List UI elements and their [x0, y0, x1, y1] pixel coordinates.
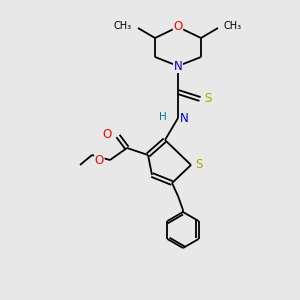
- Text: CH₃: CH₃: [114, 21, 132, 31]
- Text: N: N: [180, 112, 189, 124]
- Text: O: O: [103, 128, 112, 140]
- Text: H: H: [159, 112, 167, 122]
- Text: CH₃: CH₃: [224, 21, 242, 31]
- Text: O: O: [95, 154, 104, 166]
- Text: N: N: [174, 59, 182, 73]
- Text: S: S: [204, 92, 212, 106]
- Text: O: O: [173, 20, 183, 34]
- Text: S: S: [195, 158, 203, 172]
